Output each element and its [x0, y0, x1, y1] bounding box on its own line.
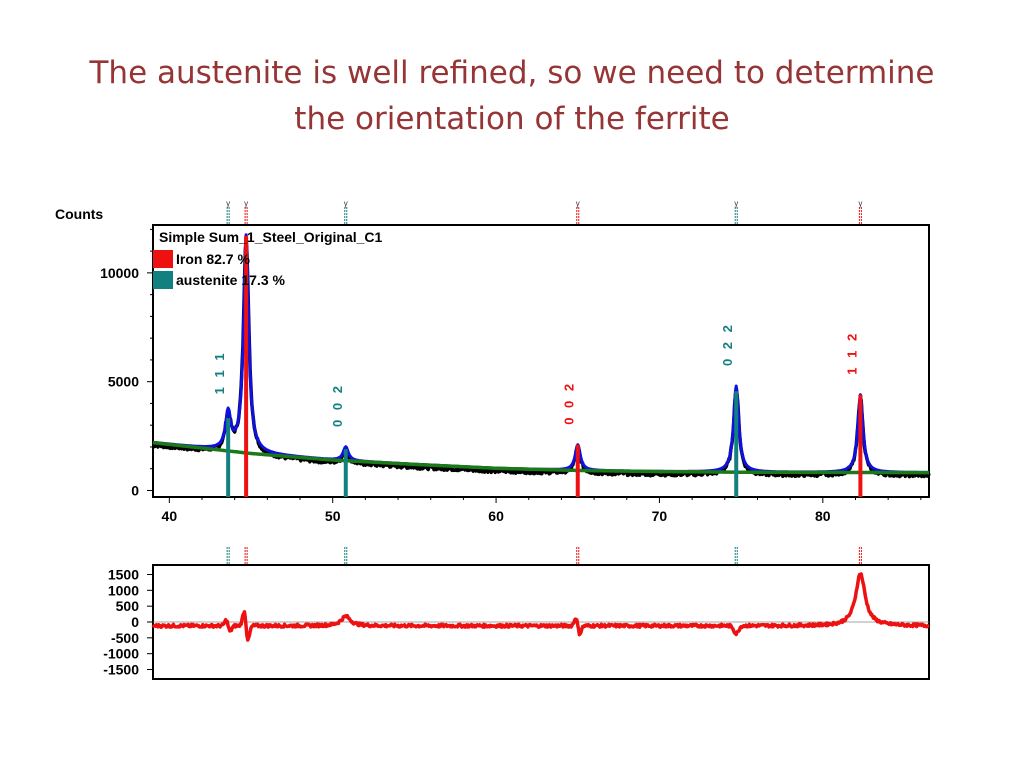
- hkl-label: 0 0 2: [562, 381, 577, 425]
- x-tick-label: 80: [815, 508, 831, 524]
- y-tick-label: 5000: [108, 374, 139, 390]
- slide-title-line-1: The austenite is well refined, so we nee…: [89, 55, 935, 91]
- x-tick-label: 70: [652, 508, 668, 524]
- phase-marker-symbol: γ: [244, 199, 248, 208]
- hkl-label: 0 0 2: [330, 383, 345, 427]
- slide-title: The austenite is well refined, so we nee…: [40, 50, 984, 142]
- phase-marker-symbol: γ: [226, 199, 230, 208]
- y-tick-label: 0: [131, 482, 139, 498]
- y-axis-label: Counts: [55, 206, 103, 222]
- phase-marker-symbol: γ: [858, 199, 862, 208]
- hkl-label: 1 1 2: [844, 331, 859, 375]
- difference-marker-row: [226, 547, 862, 565]
- diff-y-tick-label: 1500: [108, 567, 139, 583]
- phase-marker-symbol: γ: [734, 199, 738, 208]
- x-tick-label: 60: [488, 508, 504, 524]
- y-axis-ticks: 0 5000 10000: [100, 228, 153, 498]
- diff-y-tick-label: 1000: [108, 582, 139, 598]
- phase-marker-symbol: γ: [344, 199, 348, 208]
- main-plot-frame: [152, 224, 930, 498]
- legend: Simple Sum_1_Steel_Original_C1 Iron 82.7…: [153, 229, 383, 289]
- slide-title-line-2: the orientation of the ferrite: [294, 101, 730, 137]
- difference-plot-area: [151, 572, 930, 642]
- x-tick-label: 40: [162, 508, 178, 524]
- diff-y-tick-label: -1000: [103, 646, 139, 662]
- calculated-series-line: [152, 233, 930, 474]
- legend-swatch-austenite: [153, 271, 173, 289]
- phase-marker-symbol: γ: [576, 199, 580, 208]
- diff-y-tick-label: -500: [111, 630, 139, 646]
- legend-label-iron: Iron 82.7 %: [176, 251, 250, 267]
- y-tick-label: 10000: [100, 265, 139, 281]
- background-series-line: [152, 440, 929, 475]
- hkl-label: 1 1 1: [212, 350, 227, 394]
- diff-y-tick-label: 0: [131, 614, 139, 630]
- hkl-label: 0 2 2: [720, 322, 735, 366]
- x-tick-label: 50: [325, 508, 341, 524]
- legend-title: Simple Sum_1_Steel_Original_C1: [159, 229, 383, 245]
- legend-label-austenite: austenite 17.3 %: [176, 272, 285, 288]
- x-axis-ticks: 40 50 60 70 80: [162, 497, 922, 524]
- legend-swatch-iron: [153, 250, 173, 268]
- main-plot-area: 1 1 1 0 0 2 0 0 2 0 2 2 1 1 2: [152, 233, 931, 497]
- diff-y-tick-label: 500: [116, 598, 140, 614]
- difference-series-line: [151, 572, 930, 642]
- diff-y-tick-label: -1500: [103, 662, 139, 678]
